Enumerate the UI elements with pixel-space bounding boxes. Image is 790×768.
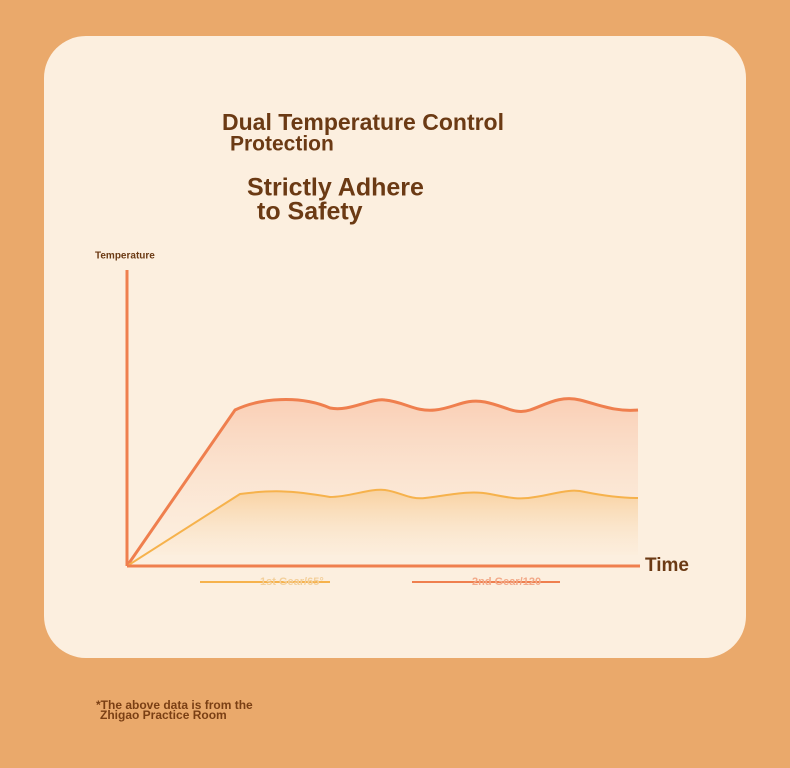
title-line: Dual Temperature Control [222, 109, 504, 135]
footnote-line: *The above data is from the [96, 698, 253, 712]
legend-label: 1st Gear/65° [260, 576, 324, 588]
curve-high [125, 397, 639, 567]
area-low [127, 489, 638, 566]
subtitle-line: Strictly Adhere [247, 174, 424, 202]
title-line: Protection [230, 133, 334, 156]
x-axis-label: Time [645, 555, 689, 576]
curve-low [126, 488, 639, 567]
y-axis-label: Temperature [95, 251, 155, 262]
subtitle-line: to Safety [257, 198, 363, 226]
footnote-line: Zhigao Practice Room [100, 708, 227, 722]
legend-label: 2nd Gear/120 [472, 576, 541, 588]
